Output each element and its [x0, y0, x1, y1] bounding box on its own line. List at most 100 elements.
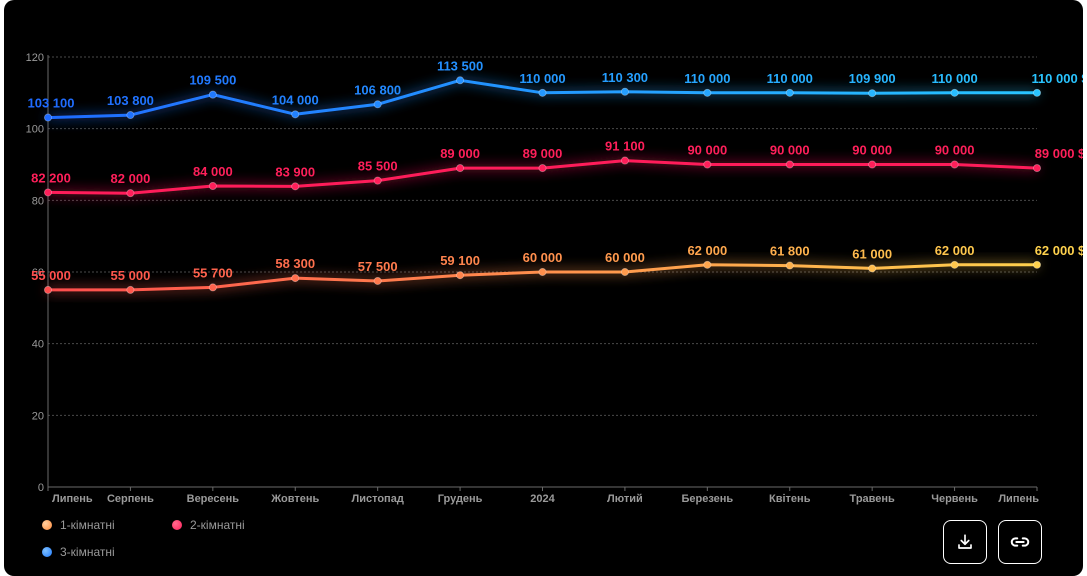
axes: 0 20 40 60 80 100 120 Липень Серпень Вересень Жовт… [26, 52, 1040, 505]
data-label: 60 000 [523, 250, 563, 265]
data-label: 91 100 [605, 139, 645, 154]
data-label: 90 000 [852, 143, 892, 158]
data-label: 113 500 [437, 58, 483, 73]
data-label: 82 200 [31, 170, 71, 185]
data-label: 110 300 [602, 70, 648, 85]
data-point[interactable] [703, 160, 712, 169]
data-label: 103 100 [28, 96, 75, 111]
data-point[interactable] [1033, 88, 1042, 97]
data-label: 89 000 [523, 146, 563, 161]
x-tick-label: Листопад [352, 493, 404, 505]
data-label: 103 800 [107, 93, 154, 108]
legend-label-1-room: 1-кімнатні [60, 518, 115, 532]
y-tick-label: 20 [32, 410, 44, 422]
x-tick-label: Лютий [607, 493, 643, 505]
data-point[interactable] [785, 160, 794, 169]
data-point[interactable] [703, 260, 712, 269]
data-label: 60 000 [605, 250, 645, 265]
data-point[interactable] [291, 110, 300, 119]
y-tick-label: 40 [32, 339, 44, 351]
data-point[interactable] [208, 181, 217, 190]
data-point[interactable] [456, 76, 465, 85]
legend-dot-3-room [42, 547, 52, 557]
data-label: 106 800 [354, 82, 401, 97]
y-tick-label: 100 [26, 124, 44, 136]
x-tick-label: Жовтень [270, 493, 319, 505]
data-label: 109 500 [189, 73, 236, 88]
data-label: 59 100 [440, 253, 480, 268]
x-tick-label: Грудень [438, 493, 483, 505]
series-layer [44, 76, 1042, 294]
link-icon [1010, 537, 1030, 547]
data-point[interactable] [208, 283, 217, 292]
data-label: 55 700 [193, 265, 233, 280]
data-label: 62 000 $ [1035, 243, 1083, 258]
data-point[interactable] [291, 274, 300, 283]
data-point[interactable] [373, 100, 382, 109]
legend-item-1-room[interactable]: 1-кімнатні [42, 518, 115, 532]
legend-dot-2-room [172, 520, 182, 530]
data-label: 110 000 [684, 71, 730, 86]
data-label: 85 500 [358, 159, 398, 174]
data-point[interactable] [785, 88, 794, 97]
data-label: 61 000 [852, 246, 892, 261]
y-tick-label: 60 [32, 267, 44, 279]
copy-link-button[interactable] [998, 520, 1042, 564]
data-point[interactable] [950, 88, 959, 97]
data-point[interactable] [950, 160, 959, 169]
data-point[interactable] [208, 90, 217, 99]
x-tick-label: Липень [998, 493, 1039, 505]
data-point[interactable] [373, 276, 382, 285]
data-point[interactable] [538, 164, 547, 173]
data-point[interactable] [126, 189, 135, 198]
data-point[interactable] [44, 113, 53, 122]
data-label: 62 000 [687, 243, 727, 258]
x-tick-label: Квітень [769, 493, 811, 505]
data-point[interactable] [538, 88, 547, 97]
data-point[interactable] [373, 176, 382, 185]
data-label: 83 900 [275, 164, 315, 179]
data-label: 104 000 [272, 92, 319, 107]
data-label: 110 000 [931, 71, 977, 86]
x-tick-label: Серпень [107, 493, 154, 505]
legend-item-2-room[interactable]: 2-кімнатні [172, 518, 245, 532]
data-point[interactable] [703, 88, 712, 97]
data-label: 89 000 $ [1035, 146, 1083, 161]
data-label: 109 900 [849, 71, 896, 86]
data-point[interactable] [950, 260, 959, 269]
data-point[interactable] [868, 160, 877, 169]
data-label: 110 000 $ [1031, 71, 1083, 86]
data-point[interactable] [868, 264, 877, 273]
data-point[interactable] [1033, 260, 1042, 269]
legend-dot-1-room [42, 520, 52, 530]
data-label: 90 000 [770, 143, 810, 158]
data-label: 90 000 [687, 143, 727, 158]
data-label: 62 000 [935, 243, 975, 258]
data-point[interactable] [291, 182, 300, 191]
data-label: 55 000 [31, 268, 71, 283]
data-point[interactable] [620, 267, 629, 276]
line-chart: 0 20 40 60 80 100 120 Липень Серпень Вересень Жовт… [26, 52, 1083, 505]
data-point[interactable] [868, 89, 877, 98]
data-point[interactable] [620, 87, 629, 96]
data-point[interactable] [44, 188, 53, 197]
data-point[interactable] [620, 156, 629, 165]
y-tick-label: 0 [38, 482, 44, 494]
legend: 1-кімнатні 2-кімнатні 3-кімнатні [42, 516, 342, 566]
legend-item-3-room[interactable]: 3-кімнатні [42, 545, 115, 559]
data-point[interactable] [456, 164, 465, 173]
data-label: 89 000 [440, 146, 480, 161]
data-point[interactable] [456, 271, 465, 280]
data-label: 110 000 [519, 71, 565, 86]
x-tick-label: Травень [850, 493, 896, 505]
legend-label-2-room: 2-кімнатні [190, 518, 245, 532]
x-tick-label: Березень [681, 493, 733, 505]
data-point[interactable] [44, 285, 53, 294]
data-point[interactable] [785, 261, 794, 270]
data-point[interactable] [538, 267, 547, 276]
data-point[interactable] [1033, 164, 1042, 173]
data-label: 61 800 [770, 244, 810, 259]
data-point[interactable] [126, 285, 135, 294]
download-button[interactable] [943, 520, 987, 564]
data-point[interactable] [126, 111, 135, 120]
